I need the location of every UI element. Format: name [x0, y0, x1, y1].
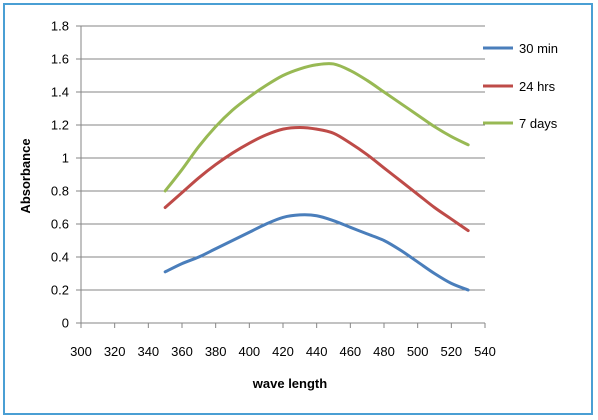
axis-layer: 0 0.2 0.4 0.6 0.8 1 1.2 1.4 1.6 1.8 300 320 340 360 38…	[51, 19, 496, 360]
x-axis-title: wave length	[252, 376, 327, 391]
series-line-2	[163, 62, 470, 193]
x-tick-label: 420	[272, 344, 294, 359]
x-tick-label: 440	[306, 344, 328, 359]
x-tick-label: 380	[205, 344, 227, 359]
y-tick-label: 0.6	[51, 217, 69, 232]
x-tick-label: 360	[171, 344, 193, 359]
x-tick-label: 500	[407, 344, 429, 359]
series-line-1	[163, 125, 470, 233]
y-tick-label: 1.8	[51, 19, 69, 34]
y-tick-label: 1.4	[51, 85, 69, 100]
legend-label-1: 24 hrs	[519, 79, 556, 94]
chart-frame	[3, 3, 593, 415]
grid-layer	[81, 25, 485, 291]
y-tick-label: 0.4	[51, 250, 69, 265]
y-tick-label: 0.2	[51, 283, 69, 298]
y-tick-label: 1.6	[51, 52, 69, 67]
y-tick-label: 1	[62, 151, 69, 166]
series-layer	[163, 62, 470, 292]
legend: 30 min 24 hrs 7 days	[483, 41, 558, 131]
x-tick-label: 340	[137, 344, 159, 359]
x-tick-label: 400	[238, 344, 260, 359]
y-tick-label: 0	[62, 316, 69, 331]
x-tick-label: 480	[373, 344, 395, 359]
legend-label-2: 7 days	[519, 116, 558, 131]
x-tick-label: 460	[339, 344, 361, 359]
y-tick-label: 0.8	[51, 184, 69, 199]
x-tick-label: 520	[440, 344, 462, 359]
y-tick-label: 1.2	[51, 118, 69, 133]
series-line-0	[163, 213, 470, 292]
y-axis-title: Absorbance	[18, 138, 33, 213]
x-tick-label: 540	[474, 344, 496, 359]
x-tick-label: 320	[104, 344, 126, 359]
legend-label-0: 30 min	[519, 41, 558, 56]
x-tick-label: 300	[70, 344, 92, 359]
